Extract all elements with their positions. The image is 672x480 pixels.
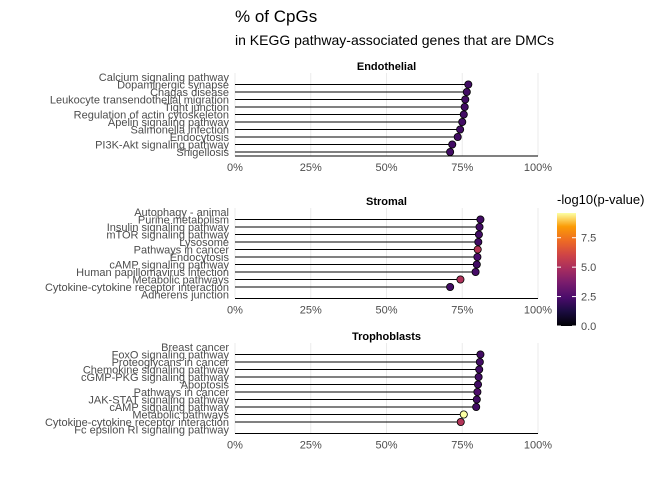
lollipop-point xyxy=(476,350,485,359)
category-label: Autophagy - animal xyxy=(134,207,229,219)
lollipop-point xyxy=(453,132,462,141)
category-label: Tight junction xyxy=(164,102,229,114)
category-label: Pathways in cancer xyxy=(134,387,230,399)
category-label: Purine metabolism xyxy=(138,215,229,227)
x-tick-label: 75% xyxy=(451,162,473,174)
category-label: Metabolic pathways xyxy=(132,275,229,287)
category-label: Cytokine-cytokine receptor interaction xyxy=(45,282,229,294)
category-label: cAMP signaling pathway xyxy=(109,260,229,272)
category-label: FoxO signaling pathway xyxy=(112,350,230,362)
category-label: Lysosome xyxy=(179,237,229,249)
category-label: Pathways in cancer xyxy=(134,245,230,257)
category-label: Calcium signaling pathway xyxy=(99,72,230,84)
lollipop-point xyxy=(472,395,481,404)
category-label: Adherens junction xyxy=(141,290,229,302)
x-tick-label: 75% xyxy=(451,305,473,317)
lollipop-point xyxy=(456,275,465,284)
panel-strip-label: Stromal xyxy=(366,196,407,208)
legend-colorbar xyxy=(557,213,576,326)
chart-title: % of CpGs xyxy=(235,7,317,26)
lollipop-point xyxy=(471,267,480,276)
category-label: Apelin signaling pathway xyxy=(108,117,230,129)
lollipop-point xyxy=(462,88,471,97)
panel-endothelial: Endothelial Calcium signaling pathwayDopa… xyxy=(50,61,552,174)
lollipop-point xyxy=(456,417,465,426)
lollipop-point xyxy=(475,365,484,374)
panel-strip-label: Trophoblasts xyxy=(352,331,421,343)
category-label: Salmonella infection xyxy=(131,125,229,137)
category-label: Dopaminergic synapse xyxy=(117,80,229,92)
x-tick-label: 0% xyxy=(227,305,243,317)
category-label: PI3K-Akt signaling pathway xyxy=(95,140,229,152)
category-label: Chagas disease xyxy=(150,87,229,99)
lollipop-point xyxy=(460,103,469,112)
lollipop-point xyxy=(476,215,485,224)
lollipop-point xyxy=(475,357,484,366)
category-label: Leukocyte transendothelial migration xyxy=(50,95,229,107)
category-label: Proteoglycans in cancer xyxy=(112,357,230,369)
lollipop-point xyxy=(446,282,455,291)
category-label: mTOR signaling pathway xyxy=(106,230,229,242)
lollipop-point xyxy=(448,140,457,149)
chart-subtitle: in KEGG pathway-associated genes that ar… xyxy=(235,32,554,48)
legend-tick-label: 0.0 xyxy=(581,321,596,333)
lollipop-point xyxy=(473,387,482,396)
legend-tick-label: 5.0 xyxy=(581,262,596,274)
x-tick-label: 50% xyxy=(375,162,397,174)
category-label: Endocytosis xyxy=(170,132,230,144)
x-tick-label: 50% xyxy=(375,440,397,452)
category-label: JAK-STAT signaling pathway xyxy=(88,395,229,407)
lollipop-point xyxy=(473,245,482,254)
panels: Endothelial Calcium signaling pathwayDopa… xyxy=(45,61,552,452)
lollipop-point xyxy=(474,237,483,246)
x-tick-label: 100% xyxy=(524,162,552,174)
x-tick-label: 0% xyxy=(227,440,243,452)
lollipop-point xyxy=(461,95,470,104)
lollipop-point xyxy=(446,147,455,156)
x-tick-label: 25% xyxy=(300,162,322,174)
legend-tick-label: 2.5 xyxy=(581,292,596,304)
lollipop-point xyxy=(458,118,467,127)
x-tick-label: 100% xyxy=(524,305,552,317)
category-label: Regulation of actin cytoskeleton xyxy=(74,110,229,122)
lollipop-point xyxy=(474,230,483,239)
category-label: Insulin signaling pathway xyxy=(107,222,230,234)
x-tick-label: 50% xyxy=(375,305,397,317)
lollipop-point xyxy=(464,80,473,89)
x-tick-label: 25% xyxy=(300,440,322,452)
x-tick-label: 0% xyxy=(227,162,243,174)
category-label: Cytokine-cytokine receptor interaction xyxy=(45,417,229,429)
lollipop-point xyxy=(475,222,484,231)
category-label: Apoptosis xyxy=(181,380,230,392)
category-label: Breast cancer xyxy=(161,342,229,354)
lollipop-point xyxy=(473,252,482,261)
lollipop-point xyxy=(472,402,481,411)
category-label: cAMP signaling pathway xyxy=(109,402,229,414)
category-label: Fc epsilon RI signaling pathway xyxy=(74,425,229,437)
category-label: Endocytosis xyxy=(170,252,230,264)
x-tick-label: 75% xyxy=(451,440,473,452)
category-label: cGMP-PKG signaling pathway xyxy=(81,372,229,384)
x-tick-label: 25% xyxy=(300,305,322,317)
lollipop-point xyxy=(472,260,481,269)
legend-title: -log10(p-value) xyxy=(557,192,644,207)
panel-strip-label: Endothelial xyxy=(357,61,416,73)
lollipop-point xyxy=(474,380,483,389)
category-label: Human papillomavirus infection xyxy=(76,267,229,279)
category-label: Chemokine signaling pathway xyxy=(83,365,230,377)
lollipop-point xyxy=(456,125,465,134)
legend: -log10(p-value) 0.0 2.5 5.0 7.5 xyxy=(557,192,644,333)
category-label: Shigellosis xyxy=(176,147,229,159)
lollipop-point xyxy=(459,410,468,419)
lollipop-point xyxy=(459,110,468,119)
x-tick-label: 100% xyxy=(524,440,552,452)
lollipop-point xyxy=(474,372,483,381)
legend-tick-label: 7.5 xyxy=(581,233,596,245)
category-label: Metabolic pathways xyxy=(132,410,229,422)
